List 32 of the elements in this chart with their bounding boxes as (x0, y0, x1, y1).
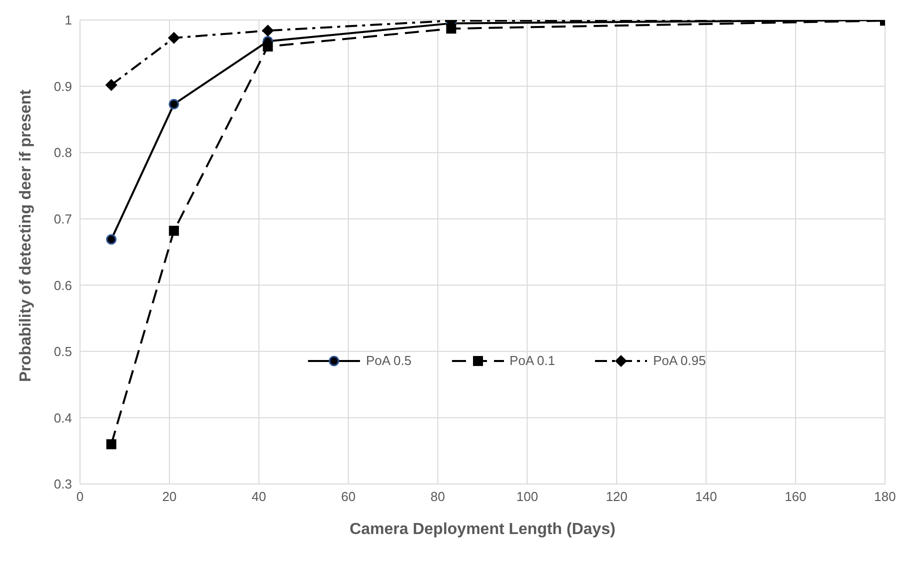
legend-label: PoA 0.95 (653, 353, 706, 368)
y-tick-label: 0.8 (54, 145, 72, 160)
y-axis-title: Probability of detecting deer if present (18, 88, 35, 382)
legend-label: PoA 0.5 (366, 353, 412, 368)
x-tick-label: 0 (76, 489, 84, 504)
x-tick-label: 20 (162, 489, 177, 504)
point (262, 42, 273, 52)
y-tick-label: 0.4 (54, 410, 72, 426)
legend-label: PoA 0.1 (510, 353, 556, 368)
point (168, 98, 180, 110)
x-tick-label: 140 (695, 489, 717, 504)
point (168, 226, 179, 236)
point (168, 32, 180, 44)
point (105, 78, 118, 91)
x-tick-label: 180 (874, 489, 896, 504)
point (446, 24, 456, 34)
point (106, 439, 116, 450)
x-tick-label: 40 (252, 489, 266, 504)
y-tick-label: 0.6 (54, 278, 72, 293)
y-tick-label: 0.5 (54, 344, 72, 360)
point (262, 24, 274, 37)
y-tick-label: 0.9 (54, 78, 72, 94)
x-axis-title: Camera Deployment Length (Days) (350, 521, 616, 538)
x-tick-label: 100 (516, 489, 538, 504)
y-tick-label: 0.7 (54, 211, 72, 226)
point (106, 234, 117, 245)
y-tick-label: 1 (64, 12, 72, 28)
y-tick-label: 0.3 (54, 476, 72, 492)
x-tick-label: 60 (341, 489, 356, 504)
x-tick-label: 120 (606, 489, 628, 504)
x-tick-label: 160 (784, 489, 806, 504)
x-tick-label: 80 (430, 489, 446, 504)
